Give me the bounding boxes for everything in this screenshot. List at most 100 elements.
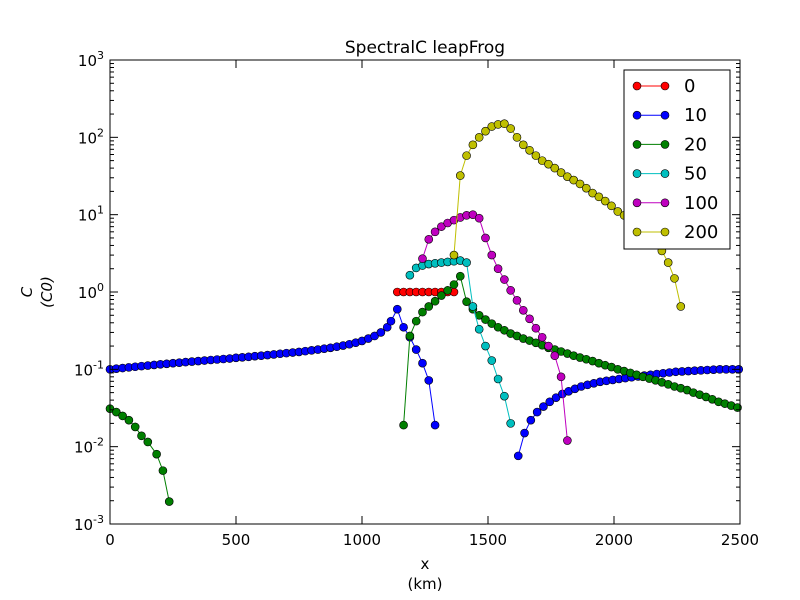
legend-item-50: 50 — [632, 164, 707, 185]
series-100-point — [437, 222, 446, 231]
y-tick-label: 103 — [78, 49, 104, 70]
series-10-point — [399, 322, 408, 332]
series-10-point — [520, 428, 529, 438]
series-20-point — [449, 280, 459, 289]
x-axis: 0 500 1000 1500 2000 2500 — [105, 60, 759, 549]
legend-box — [623, 69, 731, 250]
series-20-segment — [459, 276, 468, 302]
series-200-point — [525, 145, 534, 155]
series-20-point — [487, 319, 497, 328]
series-20-point — [158, 466, 168, 475]
x-tick-label: 0 — [105, 531, 115, 549]
series-200-point — [556, 168, 566, 177]
series-20-point — [152, 449, 161, 459]
series-100-segment — [560, 376, 568, 441]
series-100-point — [544, 341, 553, 351]
series-200-point — [588, 188, 597, 198]
series-20-point — [405, 331, 415, 341]
series-200-point — [518, 140, 528, 150]
y-tick-label: 10-3 — [74, 513, 104, 534]
series-50-point — [493, 374, 503, 384]
series-20-point — [137, 431, 146, 441]
series-10-point — [386, 316, 396, 326]
series-10-point — [513, 451, 523, 461]
series-10-point — [532, 407, 542, 417]
series-200-point — [575, 179, 585, 189]
legend-marker — [660, 140, 670, 149]
series-100 — [418, 210, 572, 445]
series-50-point — [506, 419, 515, 428]
series-100-point — [531, 323, 541, 333]
series-200-point — [481, 126, 490, 136]
series-200 — [449, 119, 686, 311]
x-tick-label: 500 — [222, 531, 251, 549]
series-20-point — [399, 420, 408, 430]
y-tick-label: 10-2 — [74, 436, 104, 457]
series-100-point — [474, 213, 484, 223]
series-200-point — [500, 119, 509, 129]
series-20-segment — [403, 335, 411, 426]
series-50-point — [481, 341, 490, 351]
y-tick-label: 101 — [78, 204, 104, 225]
legend-label: 200 — [684, 222, 718, 243]
series-200-point — [663, 258, 673, 267]
series-50-point — [468, 302, 478, 311]
series-50-point — [487, 356, 497, 365]
series-200-point — [468, 140, 478, 150]
series-10-point — [551, 393, 561, 402]
legend-marker — [632, 140, 642, 149]
x-tick-label: 2000 — [595, 531, 633, 549]
series-200-point — [544, 159, 553, 169]
series-200-segment — [673, 278, 682, 307]
series-100-point — [418, 254, 427, 263]
series-10-point — [424, 376, 434, 385]
series-20-point — [124, 415, 134, 425]
data-layer — [105, 119, 744, 506]
series-20-point — [443, 286, 452, 295]
series-200-segment — [453, 175, 461, 256]
series-50 — [405, 256, 515, 428]
series-20-point — [112, 407, 121, 417]
series-100-point — [556, 372, 566, 382]
legend-item-10: 10 — [632, 105, 707, 126]
series-200-point — [474, 133, 484, 142]
y-axis-unit: (C0) — [38, 276, 56, 308]
series-100-point — [518, 305, 528, 315]
series-20-point — [130, 422, 140, 432]
y-tick-label: 100 — [78, 281, 104, 302]
series-100-point — [563, 436, 572, 445]
series-50-point — [405, 270, 415, 280]
series-200-point — [581, 183, 591, 193]
series-100-point — [537, 332, 547, 342]
series-50-point — [462, 258, 471, 267]
series-100-point — [487, 250, 497, 260]
legend-label: 10 — [684, 105, 707, 126]
series-100-point — [506, 286, 515, 295]
x-axis-label: x — [421, 555, 430, 573]
series-50-point — [500, 391, 509, 401]
series-100-point — [424, 235, 434, 244]
series-10-point — [545, 397, 555, 407]
series-10-point — [376, 328, 386, 337]
series-20-point — [418, 307, 427, 317]
y-tick-label: 10-1 — [74, 358, 104, 379]
legend-marker — [660, 227, 670, 237]
x-axis-unit: (km) — [407, 575, 442, 593]
legend-marker — [632, 81, 642, 91]
y-tick-label: 102 — [78, 126, 104, 147]
legend-marker — [660, 81, 670, 91]
legend-item-0: 0 — [632, 76, 695, 97]
series-20-point — [143, 437, 153, 447]
series-200-point — [455, 171, 465, 180]
y-axis-label: C — [18, 286, 36, 297]
series-100-point — [430, 227, 440, 237]
series-20-point — [437, 291, 446, 300]
series-20-point — [455, 271, 465, 281]
legend-item-100: 100 — [632, 193, 718, 214]
chart-title: SpectralC leapFrog — [345, 38, 505, 58]
series-200-point — [600, 196, 610, 206]
legend-item-20: 20 — [632, 134, 707, 155]
series-200-point — [594, 192, 604, 202]
series-100-point — [481, 233, 490, 243]
